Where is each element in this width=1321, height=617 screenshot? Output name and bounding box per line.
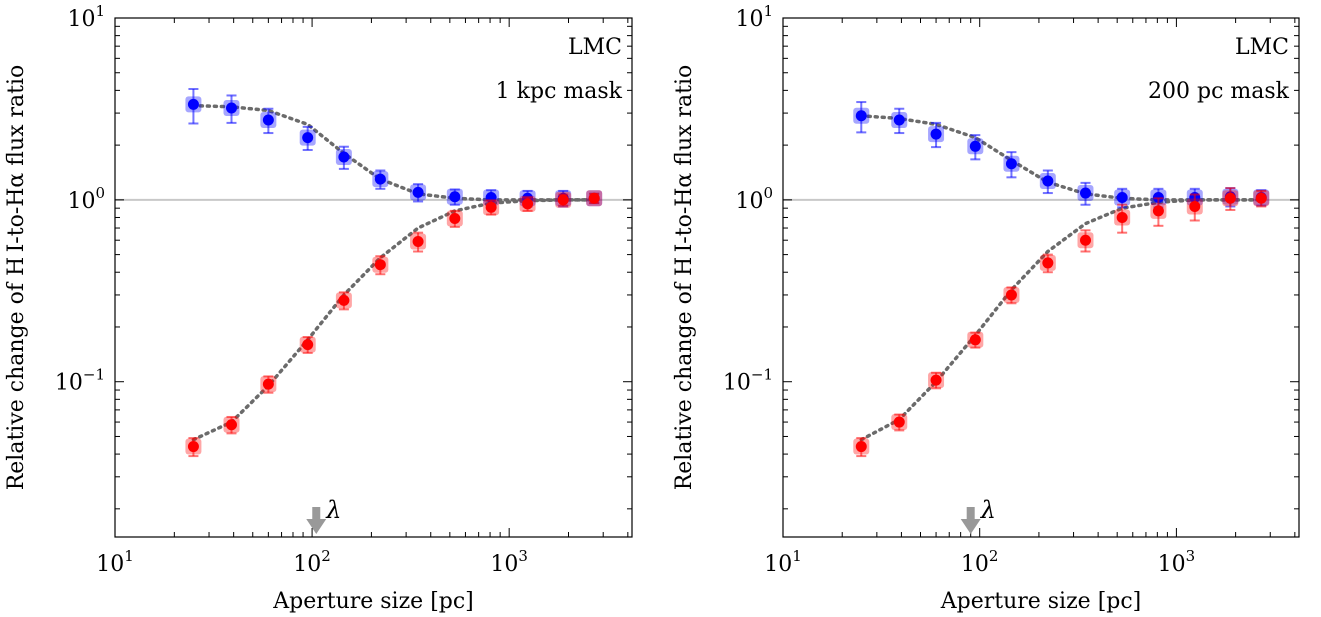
data-point — [930, 374, 942, 386]
data-point — [374, 173, 386, 185]
lambda-marker-label: λ — [980, 496, 996, 524]
data-point — [969, 334, 981, 346]
lambda-arrow-shaft — [312, 507, 321, 519]
data-point — [1224, 192, 1236, 204]
lambda-arrow-head — [960, 519, 981, 534]
data-point — [588, 192, 600, 204]
panel-annotation: LMC — [568, 35, 622, 60]
x-axis-label: Aperture size [pc] — [272, 589, 474, 614]
data-series — [185, 190, 603, 458]
fit-curve — [191, 198, 596, 442]
axis-ticks — [114, 17, 632, 537]
data-point — [412, 186, 424, 198]
data-point — [302, 339, 314, 351]
data-point — [262, 114, 274, 126]
data-point — [930, 128, 942, 140]
data-point — [262, 378, 274, 390]
data-point — [412, 236, 424, 248]
x-tick-label: 102 — [961, 547, 999, 577]
data-point — [855, 110, 867, 122]
x-tick-label: 102 — [293, 547, 331, 577]
panel-annotation: LMC — [1235, 35, 1289, 60]
y-axis-label: Relative change of H I-to-Hα flux ratio — [4, 65, 29, 491]
data-point — [1116, 211, 1128, 223]
data-point — [1255, 192, 1267, 204]
lambda-marker-arrow — [960, 507, 981, 534]
left-chart-panel: λ LMC 1 kpc mask 101 102 103 10−1 100 101 Apertur… — [4, 2, 633, 614]
data-point — [1005, 158, 1017, 170]
y-tick-label: 10−1 — [723, 366, 773, 396]
data-point — [302, 132, 314, 144]
plot-frame — [782, 17, 1300, 538]
data-point — [187, 441, 199, 453]
data-point — [893, 416, 905, 428]
data-point — [485, 201, 497, 213]
data-point — [225, 102, 237, 114]
lambda-arrow-shaft — [966, 507, 975, 519]
x-tick-label: 101 — [764, 547, 802, 577]
data-series — [853, 187, 1270, 458]
x-axis-label: Aperture size [pc] — [940, 589, 1142, 614]
data-point — [1152, 205, 1164, 217]
data-point — [855, 441, 867, 453]
data-point — [1079, 187, 1091, 199]
data-point — [1079, 234, 1091, 246]
data-point — [338, 294, 350, 306]
data-series — [185, 87, 603, 208]
data-point — [1005, 289, 1017, 301]
plot-frame — [114, 17, 633, 538]
data-point — [449, 212, 461, 224]
data-point — [1116, 192, 1128, 204]
y-tick-label: 100 — [735, 184, 773, 214]
data-point — [187, 98, 199, 110]
data-point — [522, 198, 534, 210]
y-tick-label: 101 — [67, 2, 105, 32]
data-point — [449, 191, 461, 203]
data-point — [557, 194, 569, 206]
y-tick-label: 100 — [67, 184, 105, 214]
lambda-marker-arrow — [306, 507, 327, 534]
fit-curve — [859, 114, 1264, 202]
data-point — [338, 151, 350, 163]
panel-annotation: 200 pc mask — [1148, 79, 1290, 104]
data-point — [374, 259, 386, 271]
x-tick-label: 103 — [1158, 547, 1196, 577]
right-chart-panel: λ LMC 200 pc mask 101 102 103 10−1 100 101 Apertu… — [672, 2, 1300, 614]
x-tick-label: 103 — [490, 547, 528, 577]
x-tick-label: 101 — [96, 547, 134, 577]
lambda-marker-label: λ — [325, 496, 341, 524]
y-tick-label: 10−1 — [55, 366, 105, 396]
panel-annotation: 1 kpc mask — [496, 79, 623, 104]
data-point — [225, 419, 237, 431]
data-point — [969, 140, 981, 152]
fit-curve — [859, 198, 1264, 442]
data-point — [893, 114, 905, 126]
y-tick-label: 101 — [735, 2, 773, 32]
data-point — [1042, 175, 1054, 187]
data-series — [853, 101, 1270, 209]
fit-curve — [191, 103, 596, 202]
lambda-arrow-head — [306, 519, 327, 534]
data-point — [1042, 257, 1054, 269]
data-point — [1189, 200, 1201, 212]
y-axis-label: Relative change of H I-to-Hα flux ratio — [672, 65, 697, 491]
